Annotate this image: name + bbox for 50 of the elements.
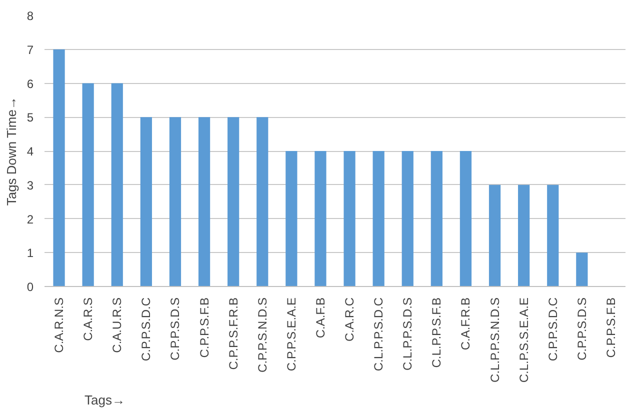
bar bbox=[344, 151, 356, 286]
x-tick-label: C.L.P.P.S.N.D.S bbox=[488, 297, 502, 382]
x-tick-label: C.P.P.S.D.S bbox=[168, 297, 182, 360]
x-tick-label: C.L.P.S.S.E.A.E bbox=[516, 298, 531, 383]
x-axis-title: Tags→ bbox=[84, 392, 125, 408]
x-tick-label: C.L.P.P.S.D.S bbox=[400, 297, 415, 370]
x-tick-label: C.P.P.S.N.D.S bbox=[255, 297, 270, 372]
bar bbox=[169, 117, 182, 286]
x-tick-label: C.P.P.S.F.R.B bbox=[226, 297, 240, 370]
x-tick-label: C.P.P.S.D.C bbox=[139, 297, 154, 362]
x-tick-label: C.P.P.S.F.B bbox=[197, 297, 212, 358]
y-tick-label: 4 bbox=[26, 144, 34, 158]
x-tick-label: C.A.R.C bbox=[342, 297, 357, 342]
x-tick-label: C.A.R.N.S bbox=[52, 298, 66, 353]
x-tick-label: C.A.R.S bbox=[81, 298, 96, 341]
bar bbox=[228, 117, 240, 286]
y-tick-label: 5 bbox=[26, 110, 34, 125]
bar bbox=[198, 117, 210, 286]
y-tick-label: 7 bbox=[26, 42, 34, 57]
x-tick-label: C.L.P.P.S.F.B bbox=[430, 298, 444, 368]
y-tick-label: 3 bbox=[26, 178, 34, 192]
x-tick-label: C.P.P.S.D.C bbox=[546, 297, 560, 362]
x-tick-label: C.P.P.S.D.S bbox=[574, 297, 589, 360]
bar bbox=[488, 184, 501, 286]
x-tick-label: C.A.F.B bbox=[313, 297, 328, 338]
bar bbox=[372, 151, 384, 286]
bar bbox=[82, 83, 94, 286]
bar bbox=[430, 151, 442, 286]
bar bbox=[460, 151, 472, 286]
y-tick-label: 8 bbox=[26, 9, 34, 23]
x-tick-label: C.L.P.P.S.D.C bbox=[372, 297, 386, 372]
x-tick-label: C.A.U.R.S bbox=[110, 298, 124, 353]
bar bbox=[256, 117, 268, 286]
y-tick-label: 1 bbox=[26, 246, 34, 260]
bar bbox=[53, 49, 65, 286]
bar bbox=[402, 151, 414, 286]
x-tick-label: C.A.F.R.B bbox=[458, 297, 473, 350]
x-tick-label: C.P.P.S.F.B bbox=[604, 297, 618, 358]
bar bbox=[518, 184, 530, 286]
bar bbox=[286, 151, 298, 286]
bar bbox=[111, 83, 123, 286]
x-tick-label: C.P.P.S.E.A.E bbox=[284, 297, 298, 372]
y-tick-label: 2 bbox=[26, 212, 34, 226]
y-axis-title: Tags Down Time→ bbox=[4, 96, 19, 206]
y-tick-label: 0 bbox=[26, 280, 34, 294]
y-tick-label: 6 bbox=[26, 76, 34, 91]
bar bbox=[576, 252, 588, 286]
bar bbox=[140, 117, 152, 286]
bar bbox=[547, 184, 559, 286]
bar bbox=[314, 151, 326, 286]
